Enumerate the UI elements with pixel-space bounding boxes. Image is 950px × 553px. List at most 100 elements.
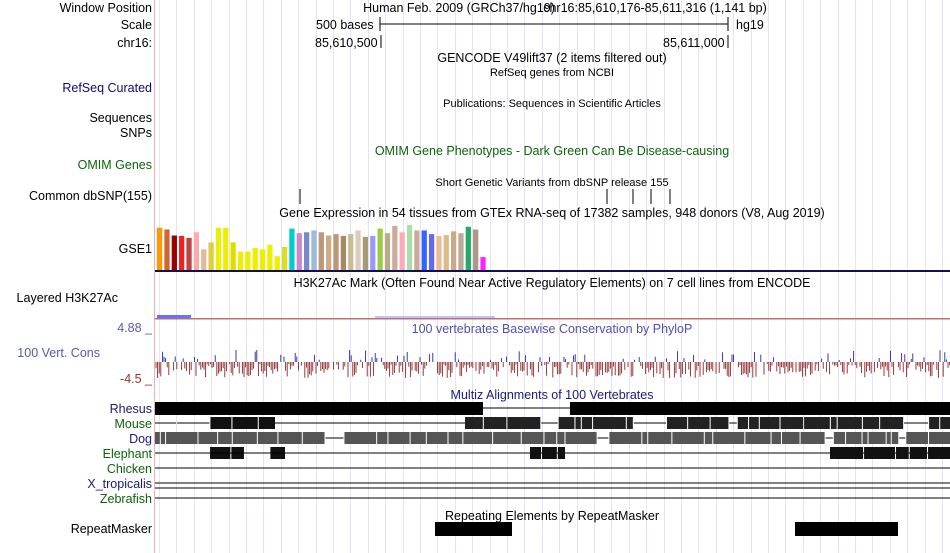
gtex-bar [215,227,222,270]
base-grid [155,0,950,553]
alignment-block [672,432,704,444]
multiz-alignments [155,402,950,499]
dbsnp-track-label[interactable]: Common dbSNP(155) [29,189,152,203]
gtex-bar [465,226,471,270]
alignment-block [759,417,780,429]
gtex-bar [326,235,332,270]
repeatmasker-track-label[interactable]: RepeatMasker [70,522,152,536]
dbsnp-track-title[interactable]: Short Genetic Variants from dbSNP releas… [435,177,669,189]
multiz-track-title[interactable]: Multiz Alignments of 100 Vertebrates [450,388,654,402]
grid-line [507,0,508,553]
gtex-bar [274,256,280,270]
gtex-bar [406,224,413,270]
alignment-block [833,432,846,444]
h3k27ac-track-label[interactable]: Layered H3K27Ac [16,291,118,305]
gtex-bar [304,232,310,270]
species-label-dog[interactable]: Dog [129,432,152,446]
grid-line [942,0,943,553]
gtex-bar [414,230,420,270]
alignment-block [483,417,507,429]
alignment-block [465,417,483,429]
gtex-bar [458,233,464,270]
alignment-block [713,432,745,444]
gtex-bar [252,247,258,270]
alignment-block [667,417,688,429]
gtex-bar [355,230,361,270]
refseq-track-title[interactable]: RefSeq genes from NCBI [489,67,615,79]
gtex-bar [421,230,427,270]
alignment-block [198,432,218,444]
track-canvas [155,17,950,536]
h3k27ac-track-title[interactable]: H3K27Ac Mark (Often Found Near Active Re… [293,276,811,290]
h3k27ac-signal [155,315,950,320]
chrom-label: chr16: [117,36,152,50]
alignment-block [771,432,781,444]
alignment-block [868,432,886,444]
track-labels: Window Position Scale chr16: RefSeq Cura… [0,0,155,553]
grid-line [437,0,438,553]
alignment-block [642,432,648,444]
alignment-block [737,417,749,429]
alignment-block [257,432,278,444]
gencode-track-title[interactable]: GENCODE V49lift37 (2 items filtered out) [437,51,667,65]
grid-line [925,0,926,553]
grid-line [542,0,543,553]
alignment-block [837,417,862,429]
species-label-zebrafish[interactable]: Zebrafish [99,492,152,506]
gtex-track-title[interactable]: Gene Expression in 54 tissues from GTEx … [279,206,825,220]
grid-line [838,0,839,553]
alignment-block [542,447,557,459]
alignment-block [749,417,759,429]
ruler-tick-1: 85,610,500 [315,36,378,50]
gtex-bar [318,232,324,270]
species-label-chicken[interactable]: Chicken [106,462,152,476]
grid-line [803,0,804,553]
gtex-bar [179,235,185,270]
gtex-bar [384,233,391,270]
alignment-block [909,447,928,459]
grid-line [229,0,230,553]
alignment-block [426,432,448,444]
species-label-xtropicalis[interactable]: X_tropicalis [87,477,152,491]
cons-track-title[interactable]: 100 vertebrates Basewise Conservation by… [411,322,693,336]
alignment-block [781,432,800,444]
species-label-elephant[interactable]: Elephant [102,447,152,461]
snps-track-label[interactable]: SNPs [120,126,152,140]
alignment-block [906,432,929,444]
grid-line [681,0,682,553]
species-label-mouse[interactable]: Mouse [114,417,152,431]
species-label-rhesus[interactable]: Rhesus [109,402,152,416]
alignment-block [940,417,950,429]
alignment-block [557,447,565,459]
grid-line [768,0,769,553]
alignment-block [558,417,575,429]
publications-track-title[interactable]: Publications: Sequences in Scientific Ar… [443,98,661,110]
sequences-track-label[interactable]: Sequences [89,111,152,125]
omim-track-title[interactable]: OMIM Gene Phenotypes - Dark Green Can Be… [374,144,730,158]
grid-line [176,0,177,553]
refseq-track-label[interactable]: RefSeq Curated [62,81,152,95]
alignment-block [388,432,410,444]
gtex-bar [157,227,163,270]
alignment-block [704,432,713,444]
repeatmasker-track-title[interactable]: Repeating Elements by RepeatMasker [444,509,660,523]
alignment-block [928,447,950,459]
gtex-bar [443,235,449,270]
omim-track-label[interactable]: OMIM Genes [77,158,152,172]
cons-track-label[interactable]: 100 Vert. Cons [17,346,100,360]
gtex-baseline [155,270,950,272]
gtex-bar [480,257,486,270]
alignment-block [521,432,544,444]
alignment-block [557,432,565,444]
alignment-block [929,432,950,444]
gtex-bar [171,235,177,270]
grid-line [194,0,195,553]
alignment-block [544,432,557,444]
gtex-bar [428,234,435,270]
alignment-block [232,432,257,444]
grid-line [872,0,873,553]
cons-max-value: 4.88 _ [117,321,152,335]
gtex-bar [473,229,479,270]
gtex-track-label[interactable]: GSE1 [118,242,152,256]
